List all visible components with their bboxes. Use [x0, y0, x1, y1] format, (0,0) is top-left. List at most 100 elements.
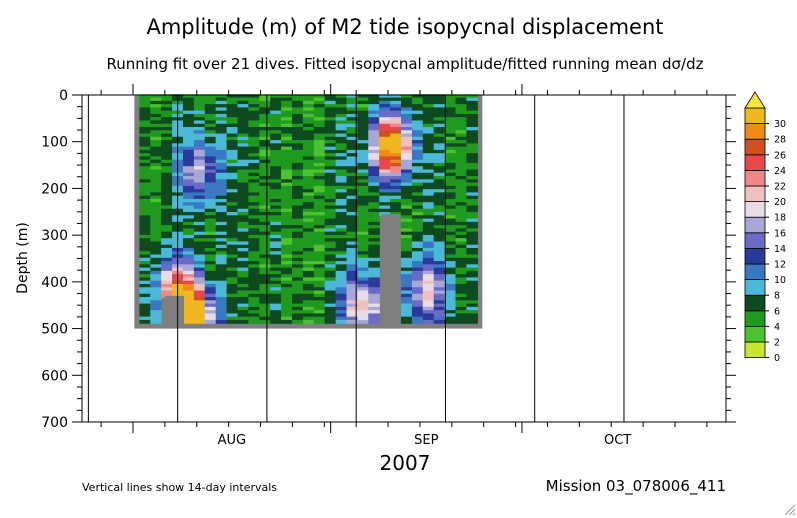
heatmap-cell: [259, 251, 271, 256]
heatmap-cell: [444, 205, 457, 210]
heatmap-cell: [302, 113, 315, 118]
heatmap-cell: [368, 251, 380, 256]
heatmap-cell: [346, 104, 359, 108]
heatmap-cell: [335, 153, 348, 158]
heatmap-cell: [270, 156, 282, 161]
heatmap-cell: [455, 283, 468, 288]
heatmap-cell: [357, 221, 369, 226]
heatmap-cell: [390, 107, 402, 112]
heatmap-cell: [455, 319, 468, 324]
heatmap-cell: [150, 205, 162, 210]
heatmap-cell: [401, 251, 413, 256]
heatmap-cell: [335, 277, 348, 282]
resize-grip-icon[interactable]: [784, 504, 796, 516]
heatmap-cell: [324, 130, 337, 135]
heatmap-cell: [455, 313, 468, 318]
heatmap-cell: [401, 221, 413, 226]
heatmap-cell: [226, 270, 239, 275]
chart-subtitle: Running fit over 21 dives. Fitted isopyc…: [107, 55, 704, 73]
heatmap-cell: [313, 146, 326, 151]
heatmap-cell: [422, 287, 435, 292]
heatmap-cell: [281, 100, 293, 105]
heatmap-cell: [313, 97, 326, 102]
heatmap-cell: [259, 159, 271, 164]
heatmap-cell: [368, 140, 380, 144]
heatmap-cell: [390, 202, 402, 207]
heatmap-cell: [226, 283, 239, 288]
heatmap-cell: [346, 117, 359, 122]
heatmap-cell: [259, 185, 271, 190]
heatmap-cell: [139, 277, 151, 282]
chart-title: Amplitude (m) of M2 tide isopycnal displ…: [146, 15, 663, 39]
heatmap-cell: [193, 283, 206, 288]
heatmap-cell: [444, 185, 457, 190]
heatmap-cell: [139, 130, 151, 135]
heatmap-cell: [357, 172, 369, 177]
heatmap-cell: [357, 244, 369, 249]
heatmap-cell: [390, 117, 402, 122]
heatmap-cell: [379, 212, 391, 216]
heatmap-cell: [248, 205, 260, 210]
heatmap-cell: [346, 254, 359, 259]
heatmap-cell: [281, 130, 293, 135]
heatmap-cell: [335, 212, 348, 216]
heatmap-cell: [150, 264, 162, 269]
heatmap-cell: [422, 136, 435, 141]
heatmap-cell: [357, 264, 369, 269]
heatmap-cell: [302, 97, 315, 102]
heatmap-cell: [292, 202, 304, 207]
heatmap-cell: [193, 228, 206, 233]
heatmap-cell: [237, 221, 249, 226]
heatmap-cell: [193, 172, 206, 177]
heatmap-cell: [259, 280, 271, 285]
y-tick-label: 700: [41, 415, 68, 431]
heatmap-cell: [335, 238, 348, 243]
heatmap-cell: [401, 244, 413, 249]
heatmap-cell: [248, 264, 260, 269]
heatmap-cell: [411, 110, 424, 115]
heatmap-cell: [237, 238, 249, 243]
heatmap-cell: [466, 238, 478, 243]
heatmap-cell: [390, 149, 402, 154]
heatmap-cell: [444, 176, 457, 180]
heatmap-cell: [237, 179, 249, 184]
heatmap-cell: [324, 113, 337, 118]
heatmap-cell: [237, 94, 249, 99]
heatmap-cell: [237, 110, 249, 115]
heatmap-cell: [270, 251, 282, 256]
heatmap-cell: [259, 293, 271, 298]
heatmap-cell: [466, 231, 478, 236]
heatmap-cell: [292, 257, 304, 262]
heatmap-cell: [368, 205, 380, 210]
heatmap-cell: [248, 280, 260, 285]
heatmap-cell: [161, 225, 173, 229]
heatmap-cell: [335, 130, 348, 135]
heatmap-cell: [346, 205, 359, 210]
heatmap-cell: [292, 198, 304, 203]
heatmap-cell: [411, 146, 424, 151]
heatmap-cell: [161, 127, 173, 131]
heatmap-cell: [335, 303, 348, 308]
heatmap-cell: [150, 143, 162, 148]
heatmap-cell: [335, 264, 348, 269]
heatmap-cell: [270, 172, 282, 177]
heatmap-cell: [150, 234, 162, 239]
heatmap-cell: [270, 254, 282, 259]
heatmap-cell: [346, 94, 359, 99]
heatmap-cell: [455, 189, 468, 193]
heatmap-cell: [324, 231, 337, 236]
heatmap-cell: [368, 270, 380, 275]
heatmap-cell: [379, 110, 391, 115]
heatmap-cell: [139, 127, 151, 131]
heatmap-cell: [150, 198, 162, 203]
heatmap-cell: [357, 140, 369, 144]
heatmap-cell: [357, 316, 369, 321]
heatmap-cell: [204, 100, 217, 105]
heatmap-cell: [182, 208, 195, 213]
heatmap-cell: [422, 238, 435, 243]
heatmap-cell: [161, 97, 173, 102]
heatmap-cell: [455, 133, 468, 138]
heatmap-cell: [302, 130, 315, 135]
heatmap-cell: [444, 117, 457, 122]
heatmap-cell: [422, 267, 435, 272]
